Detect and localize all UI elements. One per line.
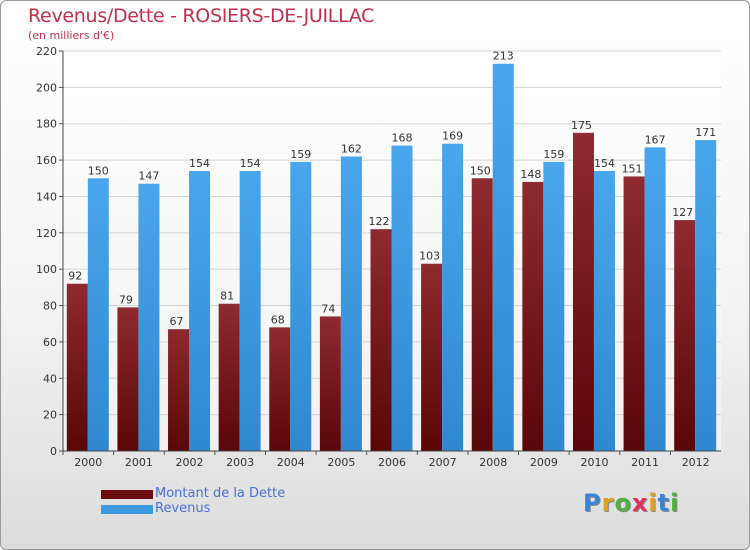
bar-debt xyxy=(370,229,392,451)
y-tick-label: 220 xyxy=(36,45,57,58)
bar-debt xyxy=(674,220,696,451)
bar-revenue xyxy=(290,161,312,451)
data-label-revenue: 213 xyxy=(493,50,514,63)
data-label-debt: 67 xyxy=(170,315,184,328)
y-tick-label: 40 xyxy=(43,372,57,385)
logo-letter: i xyxy=(648,489,658,517)
x-tick-label: 2008 xyxy=(479,456,507,469)
bar-debt xyxy=(522,181,544,451)
legend-swatch-revenue xyxy=(101,505,153,514)
data-label-debt: 148 xyxy=(520,168,541,181)
bar-debt xyxy=(319,316,341,451)
data-label-revenue: 159 xyxy=(290,148,311,161)
data-label-revenue: 168 xyxy=(392,132,413,145)
bar-revenue xyxy=(239,171,261,451)
bar-debt xyxy=(218,303,240,451)
data-label-revenue: 150 xyxy=(88,164,109,177)
data-label-debt: 68 xyxy=(271,313,285,326)
x-tick-label: 2003 xyxy=(226,456,254,469)
x-tick-label: 2009 xyxy=(530,456,558,469)
bar-revenue xyxy=(138,183,160,451)
bar-revenue xyxy=(644,147,666,451)
proxiti-logo: Proxiti xyxy=(583,489,679,517)
legend-swatch-debt xyxy=(101,490,153,499)
x-tick-label: 2004 xyxy=(277,456,305,469)
y-tick-label: 20 xyxy=(43,409,57,422)
bar-revenue xyxy=(340,156,362,452)
bar-debt xyxy=(572,132,594,451)
bar-revenue xyxy=(492,63,514,452)
bar-debt xyxy=(168,329,190,451)
logo-letter: P xyxy=(583,489,602,517)
data-label-revenue: 154 xyxy=(240,157,261,170)
bar-debt xyxy=(117,307,139,451)
x-tick-label: 2001 xyxy=(125,456,153,469)
logo-letter: o xyxy=(614,489,632,517)
data-label-revenue: 147 xyxy=(138,170,159,183)
bar-debt xyxy=(421,263,443,451)
data-label-revenue: 167 xyxy=(645,133,666,146)
bar-debt xyxy=(623,176,645,452)
data-label-debt: 81 xyxy=(220,290,234,303)
data-label-debt: 122 xyxy=(369,215,390,228)
y-tick-label: 100 xyxy=(36,263,57,276)
data-label-revenue: 154 xyxy=(594,157,615,170)
bar-revenue xyxy=(189,171,211,451)
logo-letter: i xyxy=(670,489,680,517)
data-label-revenue: 171 xyxy=(695,126,716,139)
y-tick-label: 120 xyxy=(36,227,57,240)
bar-debt xyxy=(269,327,291,451)
y-tick-label: 180 xyxy=(36,118,57,131)
chart-subtitle: (en milliers d'€) xyxy=(28,29,115,42)
legend-label-debt: Montant de la Dette xyxy=(155,486,286,501)
y-tick-label: 0 xyxy=(50,445,57,458)
data-label-debt: 127 xyxy=(672,206,693,219)
x-tick-label: 2002 xyxy=(176,456,204,469)
y-tick-label: 160 xyxy=(36,154,57,167)
data-label-debt: 74 xyxy=(321,302,335,315)
legend-label-revenue: Revenus xyxy=(155,501,211,516)
bar-debt xyxy=(66,283,88,451)
data-label-revenue: 159 xyxy=(543,148,564,161)
y-tick-label: 60 xyxy=(43,336,57,349)
data-label-revenue: 162 xyxy=(341,142,362,155)
data-label-debt: 151 xyxy=(622,162,643,175)
bar-revenue xyxy=(87,178,109,452)
data-label-debt: 175 xyxy=(571,119,592,132)
data-label-debt: 150 xyxy=(470,164,491,177)
data-label-debt: 79 xyxy=(119,293,133,306)
bar-revenue xyxy=(543,161,565,451)
logo-letter: x xyxy=(631,489,649,517)
y-tick-label: 140 xyxy=(36,190,57,203)
bar-revenue xyxy=(695,140,717,451)
logo-letter: r xyxy=(601,489,615,517)
x-tick-label: 2010 xyxy=(580,456,608,469)
bar-revenue xyxy=(593,171,615,451)
x-tick-label: 2005 xyxy=(327,456,355,469)
bar-revenue xyxy=(442,143,464,451)
bar-revenue xyxy=(391,145,413,451)
x-tick-label: 2006 xyxy=(378,456,406,469)
y-tick-label: 200 xyxy=(36,81,57,94)
x-tick-label: 2007 xyxy=(429,456,457,469)
logo-letter: t xyxy=(657,489,671,517)
x-tick-label: 2011 xyxy=(631,456,659,469)
data-label-debt: 92 xyxy=(68,270,82,283)
chart-title: Revenus/Dette - ROSIERS-DE-JUILLAC xyxy=(28,5,375,27)
y-tick-label: 80 xyxy=(43,300,57,313)
bar-debt xyxy=(471,178,493,452)
x-tick-label: 2000 xyxy=(74,456,102,469)
data-label-debt: 103 xyxy=(419,250,440,263)
data-label-revenue: 169 xyxy=(442,130,463,143)
data-label-revenue: 154 xyxy=(189,157,210,170)
x-tick-label: 2012 xyxy=(682,456,710,469)
